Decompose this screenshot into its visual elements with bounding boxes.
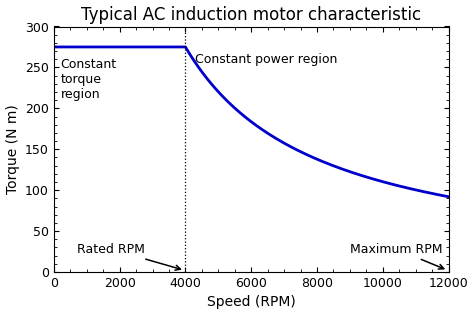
X-axis label: Speed (RPM): Speed (RPM) [207,295,296,309]
Text: Constant
torque
region: Constant torque region [60,58,117,100]
Text: Maximum RPM: Maximum RPM [350,243,444,269]
Y-axis label: Torque (N m): Torque (N m) [6,104,19,194]
Text: Constant power region: Constant power region [195,53,337,66]
Text: Rated RPM: Rated RPM [77,243,181,270]
Title: Typical AC induction motor characteristic: Typical AC induction motor characteristi… [81,6,421,24]
